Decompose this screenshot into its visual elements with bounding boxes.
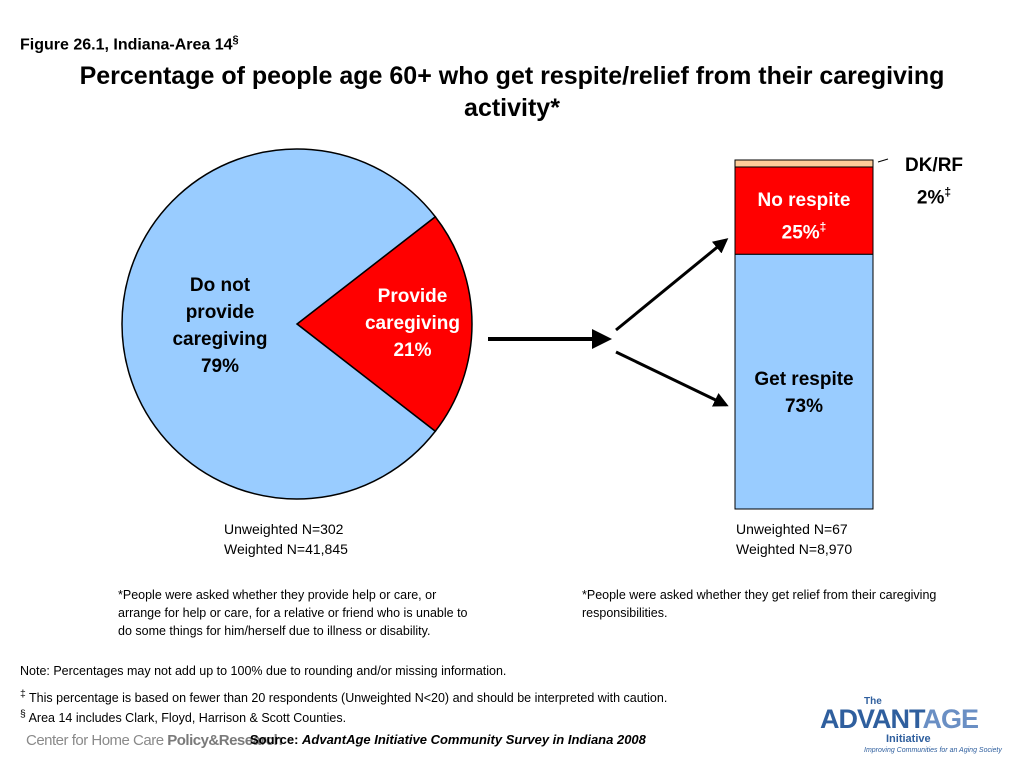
bar-label-get-respite-text: Get respite	[754, 369, 854, 390]
source-title: AdvantAge Initiative Community Survey in…	[302, 732, 646, 747]
advantage-logo-name: ADVANTAGE	[820, 704, 980, 735]
stacked-bar-chart	[734, 159, 874, 510]
bar-unweighted-n: Unweighted N=67	[736, 521, 848, 537]
note-dagger-text: This percentage is based on fewer than 2…	[25, 691, 668, 706]
pie-label-provide-line2: caregiving	[364, 313, 461, 334]
source-label: Source:	[250, 732, 303, 747]
pie-slice-not-provide	[121, 148, 437, 500]
advantage-logo-name-a: ADVANT	[820, 704, 923, 734]
bar-weighted-n: Weighted N=8,970	[736, 541, 853, 557]
note-section: § Area 14 includes Clark, Floyd, Harriso…	[20, 706, 346, 727]
pie-unweighted-n: Unweighted N=302	[224, 521, 344, 537]
bar-footnote: *People were asked whether they get reli…	[582, 588, 937, 620]
source-line: Source: AdvantAge Initiative Community S…	[250, 732, 646, 747]
pie-label-not-provide-line1: Do not	[189, 275, 251, 296]
arrow-to-no-respite	[615, 238, 729, 332]
bar-label-get-respite: Get respite 73%	[736, 366, 872, 420]
pie-label-provide-line1: Provide	[377, 286, 448, 307]
note-dagger: ‡ This percentage is based on fewer than…	[20, 686, 667, 707]
bar-segment-get-respite	[734, 253, 874, 510]
dkrf-leader-line	[877, 158, 889, 163]
bar-segment-dkrf	[734, 159, 874, 168]
bar-mark-dkrf: ‡	[944, 185, 952, 199]
chcpr-logo-prefix: Center for Home Care	[26, 732, 168, 749]
advantage-logo-the: The	[864, 696, 882, 707]
bar-value-no-respite: 25%	[781, 222, 820, 244]
pie-label-not-provide-line2: provide	[185, 302, 255, 323]
pie-value-provide: 21%	[393, 340, 432, 361]
chcpr-logo-strong: Policy&Research	[167, 732, 283, 749]
pie-chart	[121, 148, 473, 500]
bar-label-no-respite-text: No respite	[757, 190, 851, 211]
chcpr-logo: Center for Home Care Policy&Research	[26, 732, 283, 749]
pie-slice-provide	[295, 215, 473, 433]
advantage-logo-tagline: Improving Communities for an Aging Socie…	[864, 747, 1002, 754]
pie-footnote: *People were asked whether they provide …	[118, 588, 468, 638]
pie-weighted-n: Weighted N=41,845	[224, 541, 348, 557]
pie-label-not-provide-line3: caregiving	[172, 329, 268, 350]
advantage-logo: The ADVANTAGE Initiative Improving Commu…	[808, 696, 1008, 756]
figure-label: Figure 26.1, Indiana-Area 14§	[20, 34, 239, 54]
pie-value-not-provide: 79%	[200, 356, 240, 377]
bar-label-dkrf: DK/RF 2%‡	[886, 152, 982, 211]
pie-label-provide: Provide caregiving 21%	[345, 283, 480, 364]
note-percent: Note: Percentages may not add up to 100%…	[20, 664, 507, 678]
advantage-logo-name-b: AGE	[922, 704, 980, 734]
pie-sample-size: Unweighted N=302 Weighted N=41,845	[224, 519, 348, 559]
bar-segment-no-respite	[734, 166, 874, 255]
note-dagger-mark: ‡	[20, 689, 26, 700]
chart-title: Percentage of people age 60+ who get res…	[79, 62, 945, 122]
bar-label-dkrf-text: DK/RF	[904, 155, 964, 176]
figure-label-text: Figure 26.1, Indiana-Area 14	[20, 36, 233, 54]
bar-sample-size: Unweighted N=67 Weighted N=8,970	[736, 519, 852, 559]
note-section-mark: §	[20, 709, 26, 720]
arrow-to-get-respite	[615, 350, 729, 407]
bar-mark-no-respite: ‡	[819, 220, 827, 234]
bar-label-no-respite: No respite 25%‡	[736, 187, 872, 246]
figure-label-mark: §	[232, 34, 239, 46]
pie-label-not-provide: Do not provide caregiving 79%	[140, 272, 300, 380]
advantage-logo-initiative: Initiative	[886, 733, 931, 745]
bar-value-get-respite: 73%	[784, 396, 824, 417]
note-section-text: Area 14 includes Clark, Floyd, Harrison …	[25, 711, 347, 726]
bar-value-dkrf: 2%	[916, 187, 945, 209]
